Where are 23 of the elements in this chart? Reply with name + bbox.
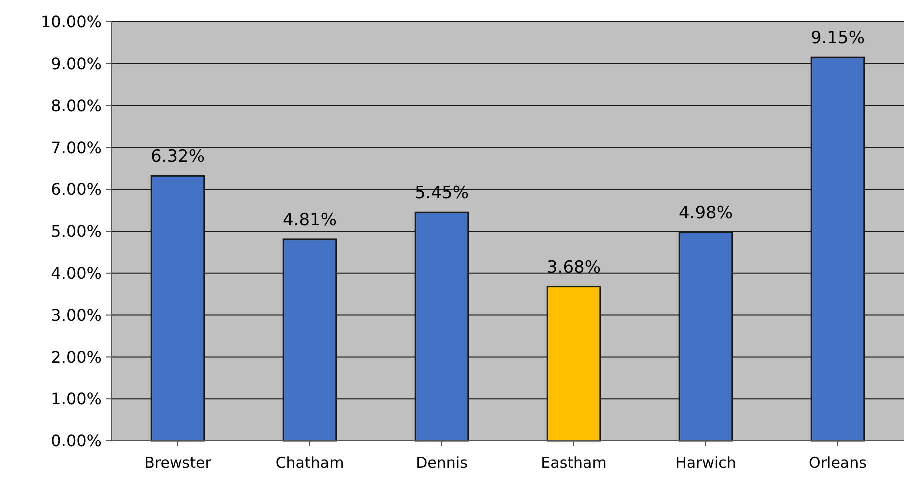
- y-tick-label: 8.00%: [51, 96, 102, 116]
- x-tick-label: Harwich: [676, 454, 736, 472]
- data-label: 6.32%: [150, 147, 206, 168]
- data-label: 5.45%: [414, 184, 470, 204]
- x-tick-label: Brewster: [144, 454, 212, 472]
- data-label: 9.15%: [810, 28, 866, 49]
- y-tick-label: 5.00%: [51, 222, 102, 242]
- data-label: 4.98%: [678, 203, 734, 224]
- y-tick-label: 6.00%: [51, 180, 102, 200]
- x-tick-label: Chatham: [276, 454, 344, 472]
- x-tick-label: Eastham: [541, 454, 607, 472]
- y-tick-label: 10.00%: [40, 12, 102, 32]
- y-tick-label: 9.00%: [51, 54, 102, 74]
- y-tick-label: 7.00%: [51, 138, 102, 158]
- x-tick-label: Orleans: [809, 454, 868, 472]
- y-tick-label: 1.00%: [51, 390, 102, 409]
- y-tick-label: 3.00%: [51, 306, 102, 325]
- y-tick-label: 2.00%: [51, 348, 102, 367]
- x-tick-label: Dennis: [416, 454, 468, 472]
- y-tick-label: 4.00%: [51, 264, 102, 283]
- data-label: 3.68%: [546, 258, 602, 278]
- data-label: 4.81%: [282, 210, 338, 230]
- y-tick-label: 0.00%: [51, 432, 102, 451]
